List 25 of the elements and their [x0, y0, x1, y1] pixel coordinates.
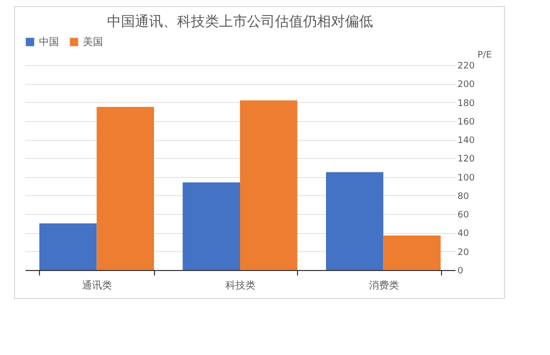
bar	[240, 100, 298, 270]
y-tick-label: 120	[458, 154, 475, 165]
chart-title: 中国通讯、科技类上市公司估值仍相对偏低	[107, 14, 373, 30]
y-tick-label: 140	[458, 136, 475, 146]
y-tick-label: 60	[458, 210, 470, 221]
y-tick-label: 20	[458, 248, 470, 258]
bar	[383, 236, 441, 270]
bar	[182, 182, 240, 270]
y-tick-label: 40	[458, 229, 470, 240]
y-tick-label: 200	[458, 80, 475, 90]
y-tick-label: 100	[458, 173, 475, 184]
y-axis-title: P/E	[478, 50, 492, 60]
bar	[96, 106, 154, 270]
y-tick-label: 220	[458, 62, 475, 72]
y-tick-label: 180	[458, 98, 475, 109]
bar	[39, 223, 97, 270]
legend-label: 美国	[83, 36, 103, 48]
x-tick-label: 科技类	[226, 280, 256, 292]
y-tick-label: 80	[458, 192, 470, 202]
y-tick-label: 0	[458, 266, 464, 276]
x-tick-label: 通讯类	[82, 280, 112, 292]
x-tick-label: 消费类	[368, 280, 399, 292]
y-tick-label: 160	[458, 117, 475, 128]
legend-label: 中国	[39, 36, 59, 48]
bar	[326, 172, 384, 270]
